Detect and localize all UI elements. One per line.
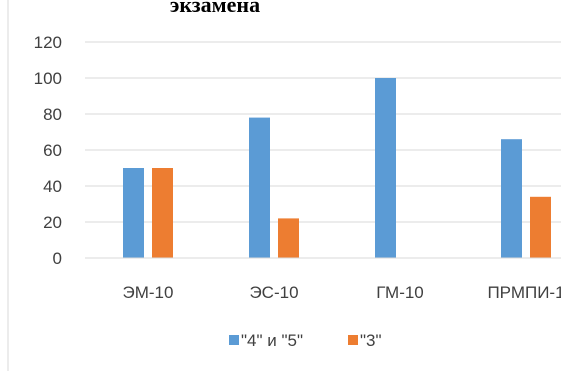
- legend: "4" и "5" "3": [229, 331, 382, 350]
- legend-label: "4" и "5": [241, 331, 303, 350]
- legend-swatch: [348, 335, 358, 345]
- x-tick-label: ПРМПИ-1: [487, 283, 561, 302]
- bar: [152, 168, 173, 258]
- y-tick-label: 40: [43, 177, 62, 196]
- legend-label: "3": [360, 331, 382, 350]
- y-tick-label: 20: [43, 213, 62, 232]
- bar: [278, 218, 299, 258]
- y-tick-label: 60: [43, 141, 62, 160]
- x-tick-label: ЭМ-10: [123, 283, 174, 302]
- y-tick-label: 0: [53, 249, 62, 268]
- y-tick-label: 80: [43, 105, 62, 124]
- y-axis: 0 20 40 60 80 100 120: [34, 33, 62, 268]
- chart-title: экзамена: [170, 0, 260, 17]
- y-tick-label: 120: [34, 33, 62, 52]
- x-axis: ЭМ-10 ЭС-10 ГМ-10 ПРМПИ-1: [123, 283, 561, 302]
- bar: [123, 168, 144, 258]
- bar: [530, 196, 551, 258]
- bar: [501, 139, 522, 258]
- x-tick-label: ЭС-10: [249, 283, 298, 302]
- x-tick-label: ГМ-10: [376, 283, 424, 302]
- bar: [375, 78, 396, 258]
- legend-swatch: [229, 335, 239, 345]
- bar: [249, 117, 270, 258]
- bars: [123, 78, 551, 258]
- y-tick-label: 100: [34, 69, 62, 88]
